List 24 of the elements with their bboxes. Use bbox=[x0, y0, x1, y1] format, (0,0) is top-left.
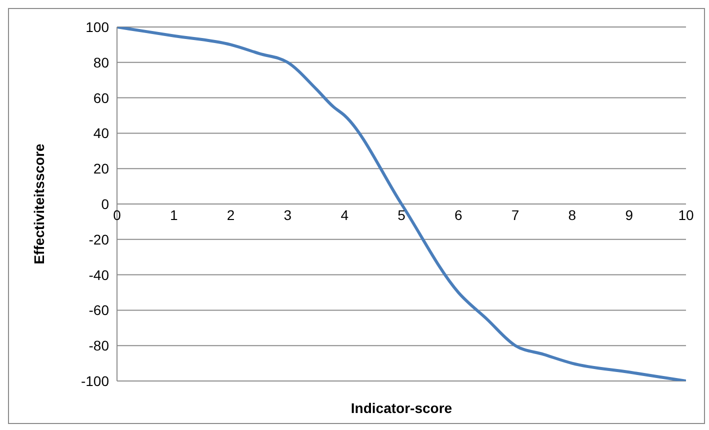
y-tick-label: 40 bbox=[93, 125, 110, 142]
x-tick-label: 6 bbox=[454, 207, 462, 223]
y-tick-label: 100 bbox=[86, 18, 110, 35]
x-tick-label: 3 bbox=[284, 207, 292, 223]
y-tick-label: 20 bbox=[93, 160, 110, 177]
y-tick-label: -60 bbox=[88, 302, 110, 318]
x-tick-label: 0 bbox=[113, 207, 122, 223]
x-tick-label: 5 bbox=[398, 207, 406, 223]
x-tick-label: 1 bbox=[170, 207, 178, 223]
x-tick-label: 10 bbox=[678, 207, 694, 223]
y-tick-label: -20 bbox=[88, 231, 110, 248]
x-tick-label: 2 bbox=[226, 207, 235, 223]
y-tick-label: -40 bbox=[88, 266, 110, 283]
y-tick-label: 0 bbox=[101, 196, 110, 212]
y-tick-label: -100 bbox=[80, 372, 110, 389]
y-tick-label: -80 bbox=[88, 338, 110, 354]
x-tick-label: 4 bbox=[340, 207, 349, 223]
x-tick-label: 8 bbox=[568, 207, 576, 223]
y-axis-title: Effectiviteitsscore bbox=[30, 143, 47, 264]
y-tick-label: 60 bbox=[93, 90, 110, 106]
y-tick-label: 80 bbox=[93, 54, 110, 70]
x-axis-title: Indicator-score bbox=[350, 400, 452, 416]
x-tick-label: 7 bbox=[511, 207, 520, 223]
x-tick-label: 9 bbox=[625, 207, 634, 223]
